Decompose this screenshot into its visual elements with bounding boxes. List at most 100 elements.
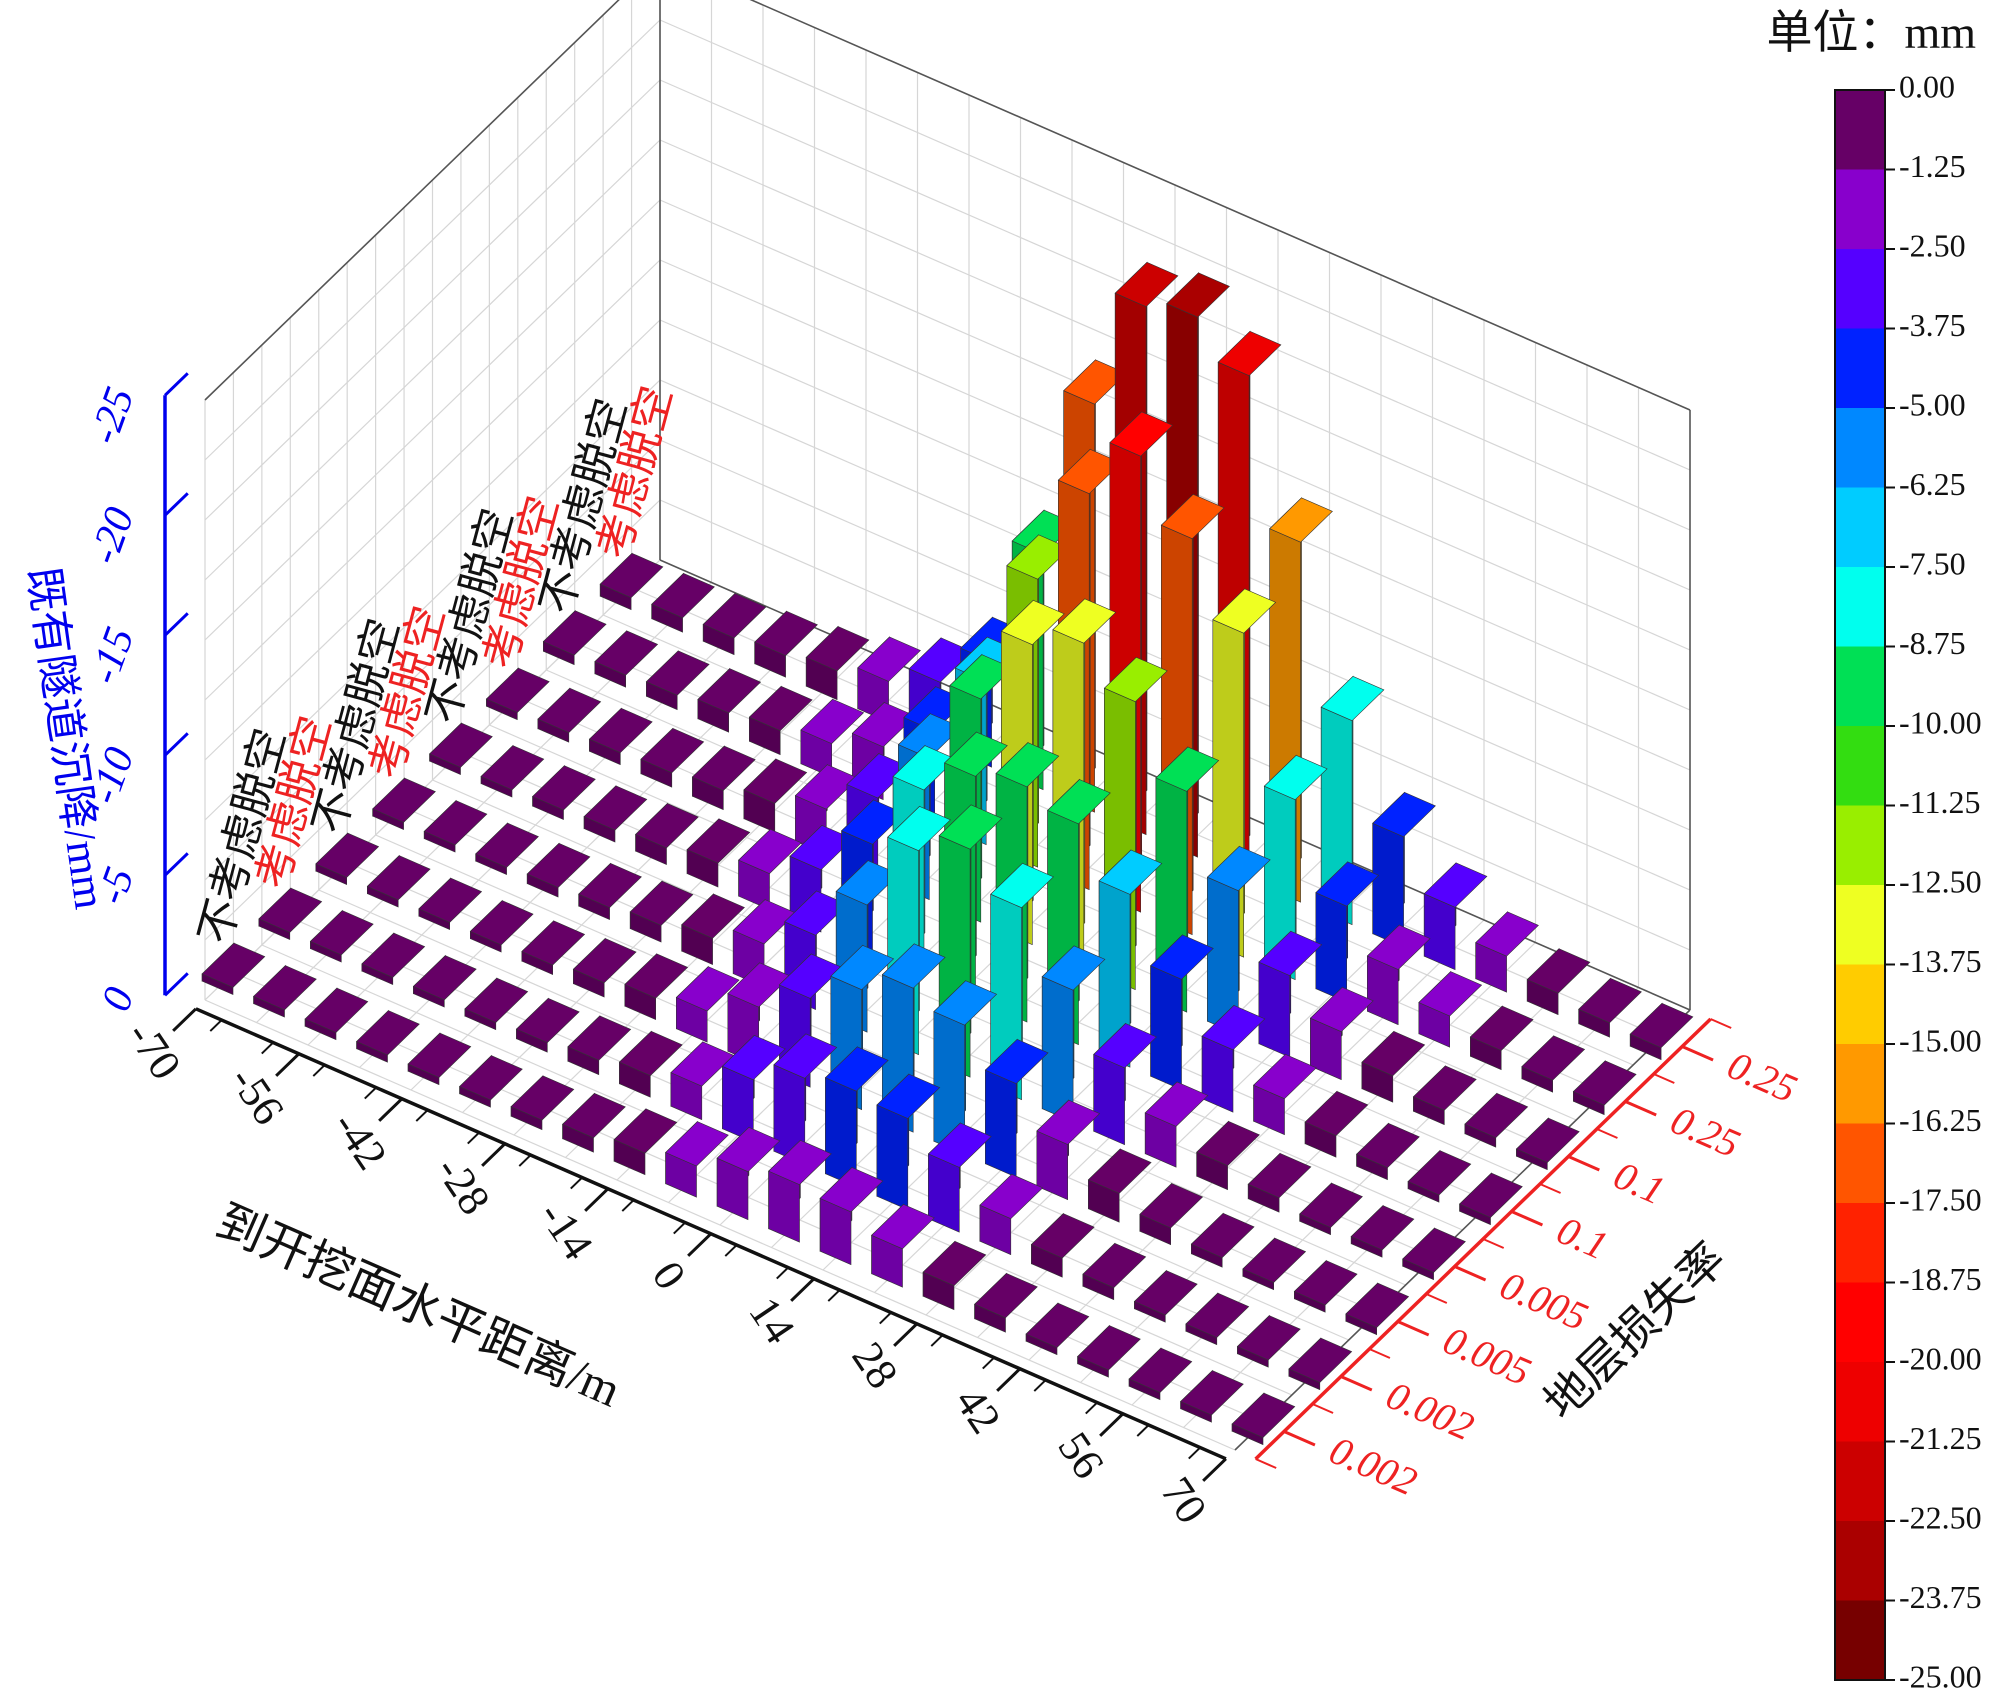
- bar: [927, 1122, 992, 1233]
- bar: [1309, 986, 1374, 1081]
- colorbar-segment: [1835, 249, 1885, 329]
- bar: [366, 854, 431, 908]
- x-tick: [1099, 1412, 1124, 1437]
- x-minor-tick: [518, 1154, 532, 1167]
- colorbar-tick-label: -21.25: [1899, 1420, 1982, 1456]
- x-tick: [687, 1232, 712, 1257]
- bar: [819, 1166, 884, 1266]
- y-tick: [1283, 1430, 1316, 1447]
- colorbar-tick-label: -20.00: [1899, 1340, 1982, 1376]
- colorbar-segment: [1835, 1362, 1885, 1442]
- colorbar-segment: [1835, 1282, 1885, 1363]
- bar: [754, 610, 818, 678]
- colorbar-segment: [1835, 1600, 1885, 1681]
- bar: [356, 1009, 420, 1063]
- bar: [532, 764, 596, 821]
- x-minor-tick: [1136, 1424, 1150, 1437]
- colorbar-segment: [1835, 1044, 1885, 1124]
- colorbar-segment: [1835, 567, 1885, 647]
- y-tick-label: 0.1: [1607, 1152, 1671, 1213]
- x-minor-tick: [415, 1109, 429, 1122]
- bar: [1475, 911, 1539, 993]
- colorbar-segment: [1835, 1123, 1885, 1204]
- y-minor-tick: [1539, 1183, 1561, 1194]
- bar: [691, 745, 756, 811]
- y-tick-label: 0.005: [1437, 1317, 1537, 1394]
- bar: [1201, 1004, 1266, 1113]
- bar: [697, 667, 762, 733]
- z-tick: [163, 852, 189, 877]
- bar: [768, 1139, 832, 1243]
- y-tick-label: 0.25: [1721, 1042, 1803, 1111]
- bar: [315, 832, 380, 886]
- bar: [521, 920, 586, 976]
- bar: [933, 979, 998, 1156]
- colorbar-tick-label: -15.00: [1899, 1022, 1982, 1058]
- x-minor-tick: [982, 1356, 995, 1370]
- colorbar-segment: [1835, 1521, 1885, 1601]
- bar: [1144, 1081, 1209, 1168]
- colorbar-segment: [1835, 487, 1885, 568]
- x-tick-label: 0: [643, 1253, 696, 1299]
- bar: [665, 1120, 729, 1198]
- colorbar-tick-label: -8.75: [1899, 625, 1966, 661]
- bar: [645, 650, 710, 711]
- bar: [1578, 977, 1642, 1038]
- colorbar-segment: [1835, 169, 1885, 250]
- z-tick: [163, 612, 189, 637]
- colorbar-tick-label: -11.25: [1899, 784, 1980, 820]
- colorbar-tick-label: -18.75: [1899, 1261, 1982, 1297]
- bars-layer: [201, 261, 1694, 1446]
- bar: [1361, 1030, 1426, 1103]
- colorbar-tick-label: -3.75: [1899, 307, 1966, 343]
- bar: [613, 1108, 678, 1176]
- x-tick: [996, 1367, 1021, 1392]
- bar: [583, 785, 648, 843]
- y-minor-tick: [1425, 1293, 1448, 1304]
- colorbar-tick-label: -1.25: [1899, 148, 1966, 184]
- y-tick: [1340, 1375, 1373, 1392]
- x-minor-tick: [673, 1221, 686, 1235]
- colorbar-segment: [1835, 885, 1885, 965]
- bar: [1087, 1148, 1152, 1223]
- bar: [309, 909, 374, 963]
- colorbar-segment: [1835, 328, 1885, 409]
- y-minor-tick: [1596, 1128, 1618, 1139]
- z-tick: [163, 492, 189, 517]
- x-minor-tick: [776, 1266, 789, 1280]
- bar: [1464, 1092, 1529, 1148]
- bar: [515, 997, 580, 1053]
- bar: [1236, 1314, 1301, 1368]
- bar: [567, 1015, 632, 1076]
- x-minor-tick: [312, 1064, 326, 1077]
- bar: [1521, 1035, 1586, 1093]
- bar: [1304, 1090, 1369, 1158]
- y-tick-label: 0.002: [1380, 1372, 1480, 1449]
- bar: [594, 630, 659, 688]
- bar: [480, 744, 545, 798]
- colorbar-tick-label: -2.50: [1899, 227, 1966, 263]
- y-tick: [1454, 1265, 1487, 1282]
- x-tick: [893, 1322, 918, 1347]
- bar: [640, 727, 705, 788]
- bar: [258, 887, 323, 941]
- bar: [1128, 1347, 1193, 1401]
- y-tick-label: 0.25: [1664, 1097, 1746, 1166]
- bar: [253, 964, 317, 1018]
- bar: [1366, 924, 1431, 1026]
- bar: [1082, 1242, 1147, 1301]
- bar: [1180, 1369, 1244, 1423]
- colorbar-segment: [1835, 726, 1885, 806]
- bar: [1469, 1005, 1534, 1071]
- frame-edge: [749, 0, 1691, 411]
- colorbar-segment: [1835, 964, 1885, 1045]
- bar: [1288, 1337, 1353, 1391]
- colorbar-tick-label: -22.50: [1899, 1499, 1982, 1535]
- bar: [1206, 845, 1271, 1036]
- y-tick: [1681, 1045, 1714, 1062]
- bar: [635, 802, 699, 866]
- bar: [871, 1203, 935, 1288]
- x-minor-tick: [467, 1131, 480, 1145]
- z-tick: [163, 972, 189, 997]
- x-minor-tick: [621, 1199, 635, 1212]
